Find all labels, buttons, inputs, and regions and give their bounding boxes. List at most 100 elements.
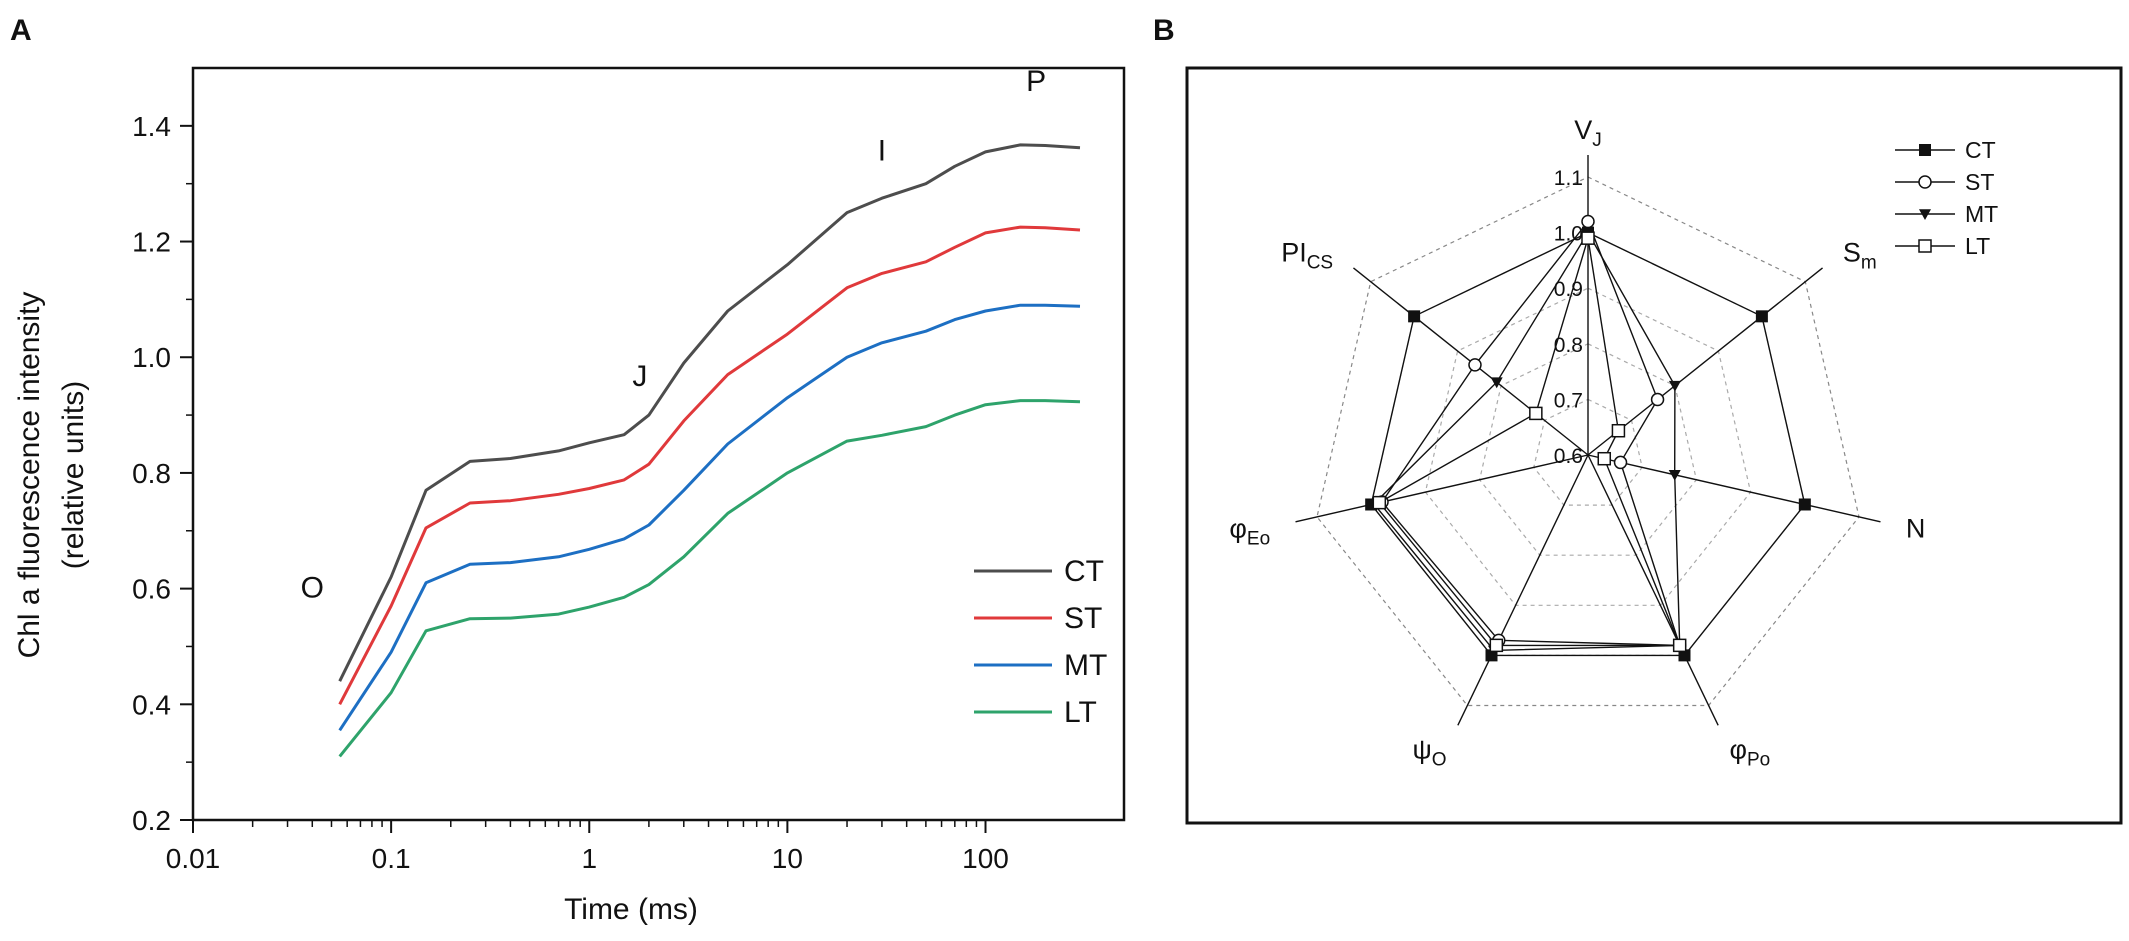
legend-label-mt: MT	[1064, 649, 1107, 682]
radar-polygon-ct	[1370, 231, 1806, 657]
radar-axis-label-sub: CS	[1307, 253, 1333, 274]
radar-spoke	[1457, 454, 1589, 726]
radar-spoke	[1587, 454, 1719, 726]
radar-spoke	[1587, 267, 1823, 456]
panel-b-frame	[1185, 66, 2123, 825]
panel-a-label: A	[10, 14, 32, 47]
legend-marker-mt	[1919, 209, 1931, 220]
legend-label-lt: LT	[1064, 696, 1097, 729]
y-tick-label: 1.0	[132, 342, 171, 373]
radar-axis-label: N	[1906, 514, 1926, 544]
radar-legend: CT ST MT LT	[1895, 137, 1998, 259]
radar-axis-label-main: V	[1574, 115, 1592, 145]
radar-tick-label: 0.7	[1554, 389, 1583, 412]
radar-tick-label: 1.1	[1554, 167, 1583, 190]
legend-marker-ct	[1919, 144, 1931, 156]
series-line-st	[338, 225, 1081, 705]
y-tick-label: 1.4	[132, 111, 171, 142]
radar-point-mt	[1668, 380, 1681, 392]
y-tick-label: 1.2	[132, 227, 171, 258]
radar-point-lt	[1529, 406, 1543, 421]
radar-axis-label: φEo	[1229, 514, 1270, 550]
radar-axis-label: φPo	[1729, 735, 1770, 771]
radar-axis-label-main: PI	[1281, 238, 1307, 268]
legend-marker-lt	[1918, 239, 1932, 253]
radar-point-lt	[1372, 495, 1387, 510]
phase-label: I	[878, 135, 886, 168]
radar-grid-ring	[1533, 398, 1643, 506]
legend-label-st: ST	[1064, 602, 1102, 635]
radar-axis-label: PICS	[1281, 238, 1333, 274]
radar-point-lt	[1672, 638, 1687, 653]
phase-label: O	[301, 571, 324, 604]
radar-axis-label-main: S	[1843, 238, 1861, 268]
radar-point-st	[1581, 214, 1595, 229]
radar-axis-label-sub: Eo	[1247, 529, 1270, 550]
radar-point-st	[1468, 358, 1482, 372]
radar-spoke	[1295, 454, 1589, 523]
series-line-mt	[338, 303, 1081, 732]
panel-a-ticks: 0.01 0.1 1 10 100 0.2 0.4 0.6 0.8 1.0 1.2 1.4	[132, 111, 1009, 874]
radar-tick-label: 0.8	[1554, 334, 1583, 357]
radar-point-st	[1650, 392, 1665, 407]
y-axis-label-units: (relative units)	[57, 381, 90, 569]
radar-point-mt	[1490, 377, 1503, 389]
plot-frame	[191, 66, 1126, 822]
legend-marker-st	[1918, 175, 1932, 189]
y-axis-label: Chl a fluorescence intensity	[13, 292, 46, 659]
radar-spoke	[1587, 454, 1881, 523]
radar-axis-label-sub: m	[1861, 253, 1877, 274]
radar-polygon-lt	[1378, 238, 1681, 647]
radar-point-lt	[1581, 231, 1595, 245]
x-tick-label: 10	[772, 843, 803, 874]
y-tick-label: 0.6	[132, 574, 171, 605]
radar-axis-label-sub: Po	[1747, 750, 1770, 771]
panel-a-series	[338, 143, 1081, 758]
radar-point-lt	[1489, 638, 1504, 653]
legend-label-lt: LT	[1965, 233, 1990, 259]
radar-axis-label-main: N	[1906, 514, 1926, 544]
y-tick-label: 0.8	[132, 458, 171, 489]
radar-axis-label-sub: O	[1432, 750, 1447, 771]
radar-axis-label-main: φ	[1229, 514, 1247, 544]
radar-point-mt	[1668, 469, 1681, 481]
radar-point-ct	[1798, 498, 1811, 511]
series-line-ct	[338, 143, 1081, 682]
radar-point-ct	[1408, 310, 1421, 323]
radar-axis-label: VJ	[1574, 115, 1602, 151]
y-tick-label: 0.4	[132, 689, 171, 720]
legend-label-st: ST	[1965, 169, 1994, 195]
radar-point-st	[1613, 455, 1628, 470]
radar-axis-label-sub: J	[1592, 130, 1602, 151]
legend-label-mt: MT	[1965, 201, 1998, 227]
x-tick-label: 0.1	[372, 843, 411, 874]
radar-point-ct	[1678, 649, 1691, 662]
radar-tick-label: 1.0	[1554, 223, 1583, 246]
x-tick-label: 0.01	[166, 843, 221, 874]
x-axis-label: Time (ms)	[564, 893, 698, 926]
y-tick-label: 0.2	[132, 805, 171, 836]
radar-axis-label-main: ψ	[1413, 735, 1432, 765]
phase-label: P	[1026, 65, 1046, 98]
radar-axis-label: ψO	[1413, 735, 1447, 771]
radar-series	[1365, 214, 1811, 662]
radar-polygon-mt	[1372, 231, 1681, 652]
radar-polygon-st	[1381, 220, 1681, 647]
legend-label-ct: CT	[1965, 137, 1996, 163]
phase-label: J	[632, 360, 647, 393]
x-tick-label: 1	[581, 843, 597, 874]
radar-grid-ring	[1478, 343, 1698, 556]
panel-a-annotations: O J I P	[301, 65, 1046, 604]
radar-point-ct	[1755, 310, 1768, 323]
radar-tick-label: 0.9	[1554, 278, 1583, 301]
radar-axis-label: Sm	[1843, 238, 1877, 274]
radar-grid-ring	[1316, 176, 1860, 707]
x-tick-label: 100	[962, 843, 1009, 874]
radar-tick-label: 0.6	[1554, 445, 1583, 468]
panel-b-label: B	[1153, 14, 1175, 47]
panel-a-line-chart	[191, 66, 1126, 822]
radar-grid: 0.6 0.7 0.8 0.9 1.0 1.1	[1295, 155, 1881, 726]
panel-a-legend: CT ST MT LT	[974, 555, 1107, 729]
